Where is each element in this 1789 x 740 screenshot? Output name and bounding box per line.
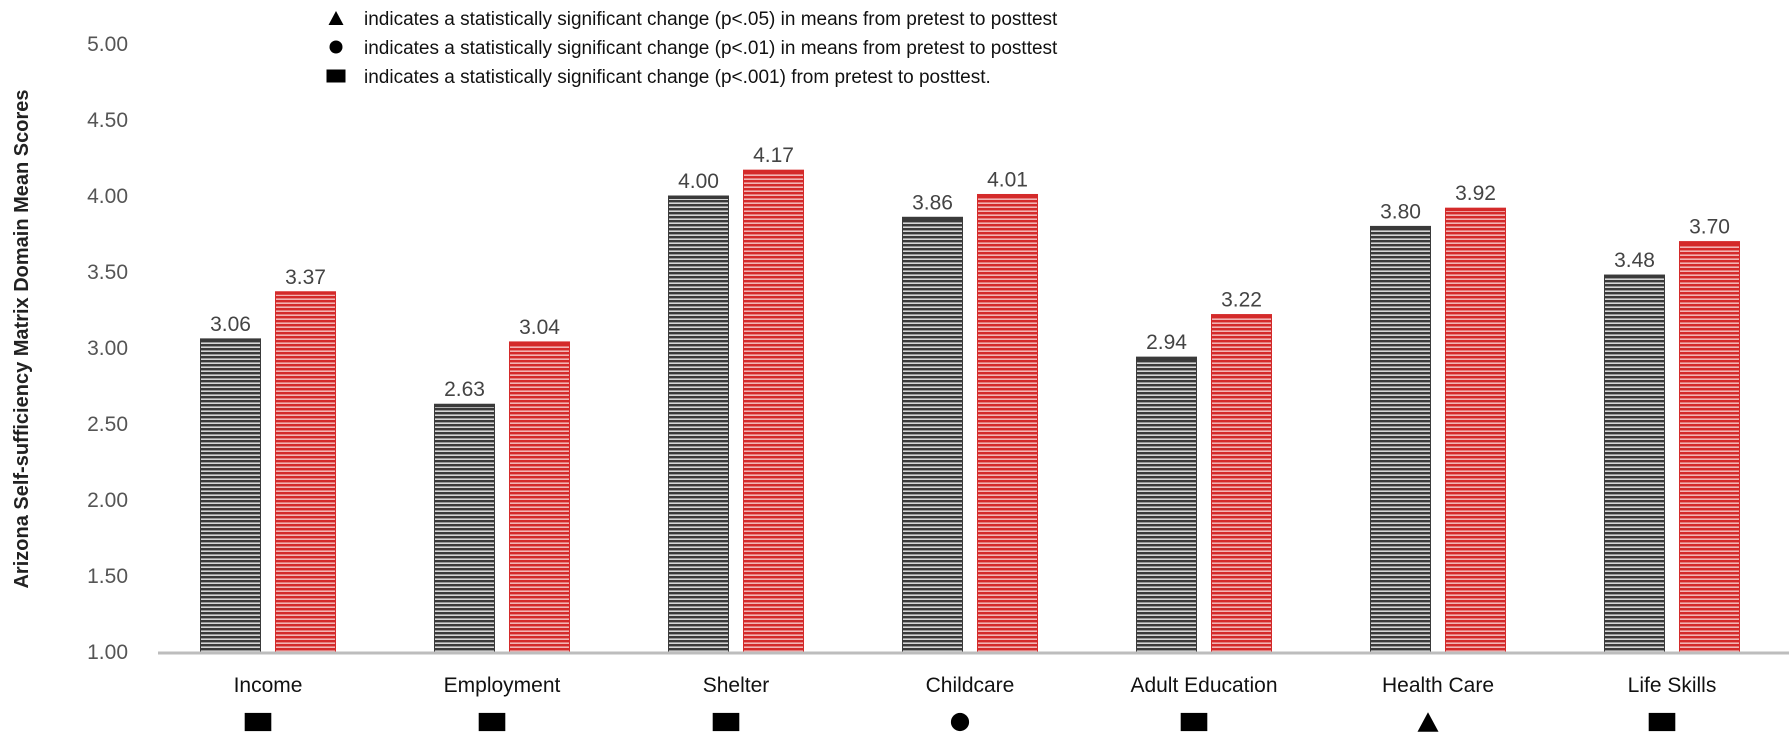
posttest-bar: [977, 193, 1038, 653]
bar-cap: [902, 217, 963, 221]
legend-entry: indicates a statistically significant ch…: [364, 9, 1058, 30]
data-label: 3.04: [519, 316, 560, 339]
pretest-bar: [1604, 274, 1665, 653]
data-label: 3.37: [285, 266, 326, 289]
category-label: Health Care: [1382, 674, 1494, 697]
pretest-bar: [200, 338, 261, 653]
posttest-bar: [1679, 241, 1740, 653]
data-labels: 3.06 3.37 2.63 3.04 4.00 4.17 3.86 4.01 2.94 3.22…: [210, 144, 1730, 401]
category-label: Employment: [444, 674, 561, 697]
posttest-bar: [1445, 207, 1506, 653]
posttest-bar: [743, 169, 804, 653]
data-label: 3.86: [912, 191, 953, 214]
bar-cap: [743, 170, 804, 174]
square-marker: [478, 712, 506, 732]
y-tick-label: 1.00: [87, 641, 128, 664]
data-label: 3.06: [210, 313, 251, 336]
y-tick-label: 5.00: [87, 33, 128, 56]
category-label: Income: [234, 674, 303, 697]
y-tick-label: 4.00: [87, 185, 128, 208]
legend-triangle-marker: [328, 11, 344, 25]
square-marker: [712, 712, 740, 732]
bar-cap: [1679, 241, 1740, 245]
bar-cap: [1211, 314, 1272, 318]
y-axis-label: Arizona Self-sufficiency Matrix Domain M…: [11, 89, 33, 588]
bar-cap: [1136, 357, 1197, 361]
bars: [200, 169, 1740, 653]
bar-cap: [1445, 208, 1506, 212]
y-tick-label: 2.00: [87, 489, 128, 512]
legend: indicates a statistically significant ch…: [326, 9, 1058, 88]
legend-circle-marker: [329, 40, 343, 54]
data-label: 3.80: [1380, 200, 1421, 223]
posttest-bar: [509, 341, 570, 653]
triangle-marker: [1417, 712, 1439, 732]
y-tick-label: 2.50: [87, 413, 128, 436]
bar-cap: [977, 194, 1038, 198]
bar-cap: [200, 338, 261, 342]
legend-square-marker: [326, 69, 346, 83]
pretest-bar: [668, 195, 729, 653]
data-label: 3.92: [1455, 182, 1496, 205]
y-tick-label: 3.00: [87, 337, 128, 360]
circle-marker: [950, 712, 970, 732]
pretest-bar: [1136, 356, 1197, 653]
legend-entry: indicates a statistically significant ch…: [364, 38, 1058, 59]
bar-cap: [509, 341, 570, 345]
y-tick-label: 1.50: [87, 565, 128, 588]
y-tick-label: 4.50: [87, 109, 128, 132]
category-label: Shelter: [703, 674, 770, 697]
square-marker: [1648, 712, 1676, 732]
posttest-bar: [1211, 314, 1272, 653]
category-label: Life Skills: [1628, 674, 1717, 697]
pretest-bar: [434, 403, 495, 653]
y-axis-ticks: 1.00 1.50 2.00 2.50 3.00 3.50 4.00 4.50 5.00: [87, 33, 128, 664]
bar-cap: [1604, 275, 1665, 279]
square-marker: [244, 712, 272, 732]
data-label: 4.01: [987, 168, 1028, 191]
data-label: 3.22: [1221, 289, 1262, 312]
category-labels: Income Employment Shelter Childcare Adult Ed…: [234, 674, 1717, 697]
bar-cap: [1370, 226, 1431, 230]
legend-entry: indicates a statistically significant ch…: [364, 67, 991, 88]
bar-cap: [275, 291, 336, 295]
data-label: 2.63: [444, 378, 485, 401]
pretest-bar: [1370, 225, 1431, 653]
category-label: Childcare: [926, 674, 1015, 697]
data-label: 3.70: [1689, 216, 1730, 239]
significance-markers: [244, 712, 1676, 732]
data-label: 4.17: [753, 144, 794, 167]
pretest-bar: [902, 216, 963, 653]
bar-cap: [434, 404, 495, 408]
y-tick-label: 3.50: [87, 261, 128, 284]
category-label: Adult Education: [1130, 674, 1277, 697]
posttest-bar: [275, 291, 336, 653]
square-marker: [1180, 712, 1208, 732]
data-label: 4.00: [678, 170, 719, 193]
data-label: 2.94: [1146, 331, 1187, 354]
data-label: 3.48: [1614, 249, 1655, 272]
bar-cap: [668, 196, 729, 199]
